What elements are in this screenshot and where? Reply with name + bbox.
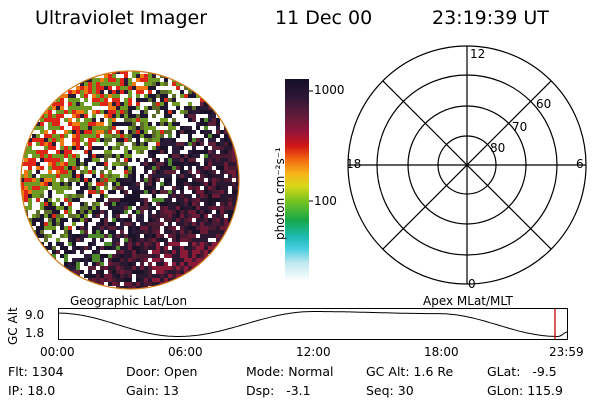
mlat-label-80: 80	[490, 141, 506, 155]
image-date: 11 Dec 00	[275, 7, 373, 29]
time-tick-0600: 06:00	[168, 345, 203, 359]
mlat-label-60: 60	[536, 97, 552, 111]
mlt-label-12: 12	[470, 47, 486, 61]
instrument-title: Ultraviolet Imager	[35, 7, 208, 29]
image-limb	[20, 70, 240, 290]
colorbar-tick-1000: 1000	[314, 83, 345, 97]
colorbar-tick-100: 100	[314, 194, 337, 208]
time-tick-0000: 00:00	[40, 345, 75, 359]
time-tick-1200: 12:00	[296, 345, 331, 359]
mlt-label-0: 0	[468, 277, 476, 291]
polar-grid	[347, 45, 587, 285]
status-flt: Flt: 1304	[8, 364, 64, 379]
colorbar-unit-label: photon cm⁻²s⁻¹	[273, 147, 287, 240]
status-door: Door: Open	[126, 364, 198, 379]
image-time: 23:19:39 UT	[432, 7, 549, 29]
altitude-strip-plot	[58, 308, 569, 340]
mlat-label-70: 70	[512, 120, 528, 134]
status-dsp: Dsp: -3.1	[246, 383, 311, 398]
mlt-label-6: 6	[576, 157, 584, 171]
altitude-tick-high: 9.0	[25, 308, 45, 322]
status-mode: Mode: Normal	[246, 364, 334, 379]
time-tick-2359: 23:59	[549, 345, 584, 359]
left-projection-label: Geographic Lat/Lon	[70, 294, 188, 308]
altitude-axis-label: GC Alt	[6, 307, 20, 345]
altitude-tick-low: 1.8	[25, 326, 45, 340]
status-gain: Gain: 13	[126, 383, 179, 398]
status-glat: GLat: -9.5	[487, 364, 557, 379]
auroral-image	[20, 70, 240, 290]
status-gc-alt: GC Alt: 1.6 Re	[366, 364, 454, 379]
intensity-colorbar	[285, 79, 313, 281]
status-glon: GLon: 115.9	[487, 383, 563, 398]
mlt-label-18: 18	[346, 157, 362, 171]
right-projection-label: Apex MLat/MLT	[423, 294, 513, 308]
time-tick-1800: 18:00	[424, 345, 459, 359]
status-seq: Seq: 30	[366, 383, 414, 398]
status-ip: IP: 18.0	[8, 383, 56, 398]
